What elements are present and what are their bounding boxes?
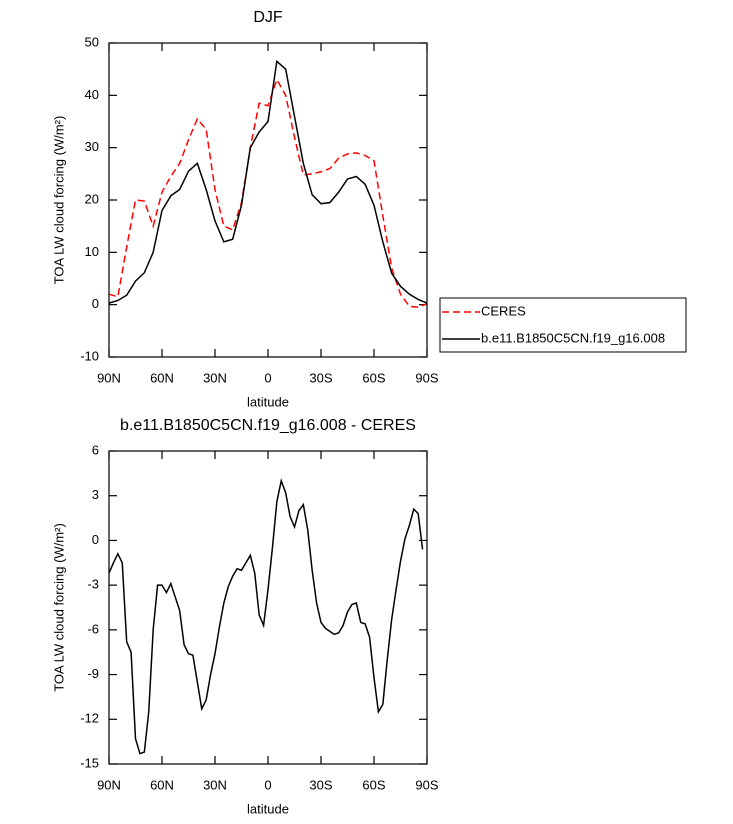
x-tick-label: 90N <box>97 777 121 792</box>
y-tick-label: -10 <box>80 348 99 363</box>
legend-label: b.e11.B1850C5CN.f19_g16.008 <box>481 330 665 345</box>
plot-frame <box>108 450 428 765</box>
x-tick-label: 30S <box>309 370 332 385</box>
x-tick-label: 0 <box>264 777 271 792</box>
data-line <box>108 478 424 755</box>
x-tick-label: 30N <box>203 370 227 385</box>
x-tick-label: 90S <box>415 777 438 792</box>
x-tick-label: 60S <box>362 777 385 792</box>
data-line <box>108 77 428 309</box>
x-tick-label: 90N <box>97 370 121 385</box>
y-tick-label: -6 <box>87 621 99 636</box>
x-tick-label: 90S <box>415 370 438 385</box>
x-axis-label: latitude <box>247 801 289 816</box>
x-tick-label: 30N <box>203 777 227 792</box>
y-tick-label: 20 <box>85 191 99 206</box>
data-line <box>108 59 428 304</box>
legend-box <box>439 297 687 353</box>
x-tick-label: 30S <box>309 777 332 792</box>
y-tick-label: 0 <box>92 296 99 311</box>
y-tick-label: -12 <box>80 711 99 726</box>
y-tick-label: -3 <box>87 577 99 592</box>
y-tick-label: -15 <box>80 755 99 770</box>
y-axis-label: TOA LW cloud forcing (W/m²) <box>51 523 66 692</box>
plot-frame <box>108 42 428 358</box>
y-tick-label: 10 <box>85 244 99 259</box>
chart-title: DJF <box>253 9 283 26</box>
x-axis-label: latitude <box>247 394 289 409</box>
x-tick-label: 60N <box>150 370 174 385</box>
x-tick-label: 0 <box>264 370 271 385</box>
y-tick-label: 3 <box>92 487 99 502</box>
x-tick-label: 60N <box>150 777 174 792</box>
chart-title: b.e11.B1850C5CN.f19_g16.008 - CERES <box>120 417 416 434</box>
y-tick-label: 30 <box>85 139 99 154</box>
y-tick-label: 6 <box>92 442 99 457</box>
y-tick-label: 40 <box>85 87 99 102</box>
x-tick-label: 60S <box>362 370 385 385</box>
legend-label: CERES <box>481 303 526 318</box>
y-tick-label: 0 <box>92 532 99 547</box>
y-tick-label: -9 <box>87 666 99 681</box>
y-axis-label: TOA LW cloud forcing (W/m²) <box>51 116 66 285</box>
y-tick-label: 50 <box>85 34 99 49</box>
